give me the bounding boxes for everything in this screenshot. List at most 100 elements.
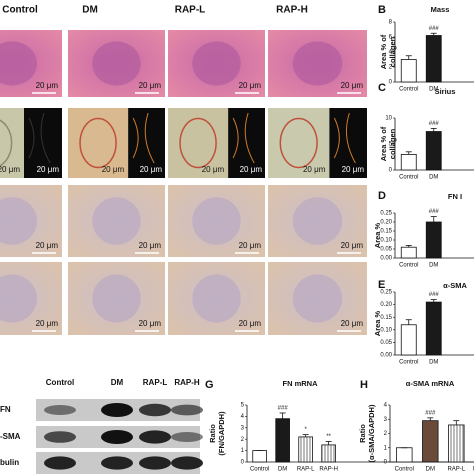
band bbox=[171, 432, 203, 442]
scale-label: 20 μm bbox=[102, 165, 125, 174]
bar bbox=[275, 418, 290, 463]
y-axis-label: collagen bbox=[388, 128, 397, 159]
scale-label: 20 μm bbox=[140, 165, 163, 174]
significance-label: ** bbox=[326, 434, 331, 440]
x-tick-label: DM bbox=[429, 87, 438, 93]
y-tick-label: 5 bbox=[241, 403, 245, 409]
glomerulus bbox=[192, 41, 241, 86]
significance-label: ### bbox=[429, 121, 440, 127]
y-axis-label: Ratio bbox=[208, 424, 217, 443]
bar bbox=[425, 35, 442, 83]
blot-row-label: -SMA bbox=[0, 432, 21, 441]
band bbox=[101, 430, 133, 444]
x-tick-label: Control bbox=[250, 467, 269, 473]
y-tick-label: 0 bbox=[389, 80, 393, 86]
bar bbox=[422, 420, 439, 463]
column-header: Control bbox=[2, 5, 38, 16]
y-tick-label: 0.00 bbox=[380, 353, 392, 359]
band bbox=[139, 430, 171, 444]
scale-label: 20 μm bbox=[202, 165, 225, 174]
band bbox=[139, 456, 171, 470]
glomerulus bbox=[0, 41, 37, 86]
chart-title: Mass bbox=[431, 5, 450, 14]
y-tick-label: 1 bbox=[384, 445, 388, 451]
micrographs: Control 20 μm 20 μm 20 μm 20 μm 20 μm DM 20 μm 2… bbox=[0, 5, 367, 335]
y-tick-label: 0.00 bbox=[380, 256, 392, 262]
x-tick-label: Control bbox=[399, 263, 418, 269]
panel-label: H bbox=[360, 379, 368, 391]
significance-label: ### bbox=[278, 406, 289, 412]
x-tick-label: DM bbox=[429, 175, 438, 181]
blot-row-label: FN bbox=[0, 405, 11, 414]
band bbox=[171, 404, 203, 416]
blot-column-label: Control bbox=[46, 378, 74, 387]
band bbox=[171, 456, 203, 470]
significance-label: ### bbox=[429, 26, 440, 32]
glomerulus bbox=[79, 117, 117, 169]
glomerulus bbox=[92, 41, 141, 86]
bar bbox=[321, 444, 336, 463]
x-tick-label: DM bbox=[429, 263, 438, 269]
y-axis-label: Area % of bbox=[379, 126, 388, 161]
y-tick-label: 3 bbox=[384, 417, 388, 423]
blot-column-label: RAP-H bbox=[174, 378, 200, 387]
bar bbox=[400, 246, 417, 259]
glomerulus bbox=[92, 197, 141, 245]
scale-label: 20 μm bbox=[0, 165, 20, 174]
x-tick-label: RAP-L bbox=[447, 467, 465, 473]
scale-label: 20 μm bbox=[341, 241, 364, 250]
scale-label: 20 μm bbox=[36, 241, 59, 250]
chart-title: FN mRNA bbox=[283, 379, 319, 388]
x-tick-label: DM bbox=[429, 360, 438, 366]
brightfield-image bbox=[168, 108, 229, 178]
scale-label: 20 μm bbox=[37, 165, 60, 174]
collagen-fibers bbox=[333, 112, 356, 164]
bar bbox=[396, 447, 413, 463]
y-axis-label: Area % bbox=[373, 310, 382, 336]
column-header: RAP-H bbox=[276, 5, 308, 16]
bar bbox=[252, 450, 267, 463]
glomerulus bbox=[92, 274, 141, 323]
x-tick-label: RAP-L bbox=[297, 467, 315, 473]
blot-column-label: RAP-L bbox=[143, 378, 168, 387]
y-tick-label: 6 bbox=[389, 35, 393, 41]
y-tick-label: 3 bbox=[241, 425, 245, 431]
panel-label: C bbox=[378, 82, 386, 94]
bar bbox=[400, 153, 417, 171]
glomerulus bbox=[279, 117, 318, 169]
western-blot: Control DM RAP-L RAP-H FN -SMA bulin bbox=[0, 378, 203, 474]
bar bbox=[425, 131, 442, 171]
y-tick-label: 0.20 bbox=[380, 302, 392, 308]
blot-row-label: bulin bbox=[0, 458, 19, 467]
y-tick-label: 5 bbox=[389, 142, 393, 148]
chart-title: Sirius bbox=[435, 87, 456, 96]
x-tick-label: Control bbox=[399, 175, 418, 181]
y-tick-label: 4 bbox=[389, 50, 393, 56]
bar bbox=[298, 436, 313, 463]
y-axis-label: (FN/GAPDH) bbox=[217, 411, 226, 456]
blot-column-label: DM bbox=[111, 378, 124, 387]
y-axis-label: Area % of bbox=[379, 34, 388, 69]
y-tick-label: 0.15 bbox=[380, 315, 392, 321]
x-tick-label: DM bbox=[426, 467, 435, 473]
brightfield-image bbox=[68, 108, 129, 178]
band bbox=[101, 403, 133, 417]
glomerulus bbox=[0, 119, 13, 167]
scale-label: 20 μm bbox=[341, 81, 364, 90]
y-tick-label: 0 bbox=[389, 168, 393, 174]
glomerulus bbox=[292, 197, 343, 245]
panel-label: E bbox=[378, 279, 385, 291]
collagen-fibers bbox=[232, 112, 255, 164]
panel-label: G bbox=[205, 379, 214, 391]
scale-label: 20 μm bbox=[36, 319, 59, 328]
scale-label: 20 μm bbox=[341, 319, 364, 328]
y-axis-label: collagen bbox=[388, 36, 397, 67]
y-tick-label: 0 bbox=[384, 460, 388, 466]
panel-label: B bbox=[378, 4, 386, 16]
x-tick-label: RAP-H bbox=[473, 467, 474, 473]
band bbox=[44, 431, 76, 443]
glomerulus bbox=[192, 197, 241, 245]
y-axis-label: Ratio bbox=[358, 424, 367, 443]
